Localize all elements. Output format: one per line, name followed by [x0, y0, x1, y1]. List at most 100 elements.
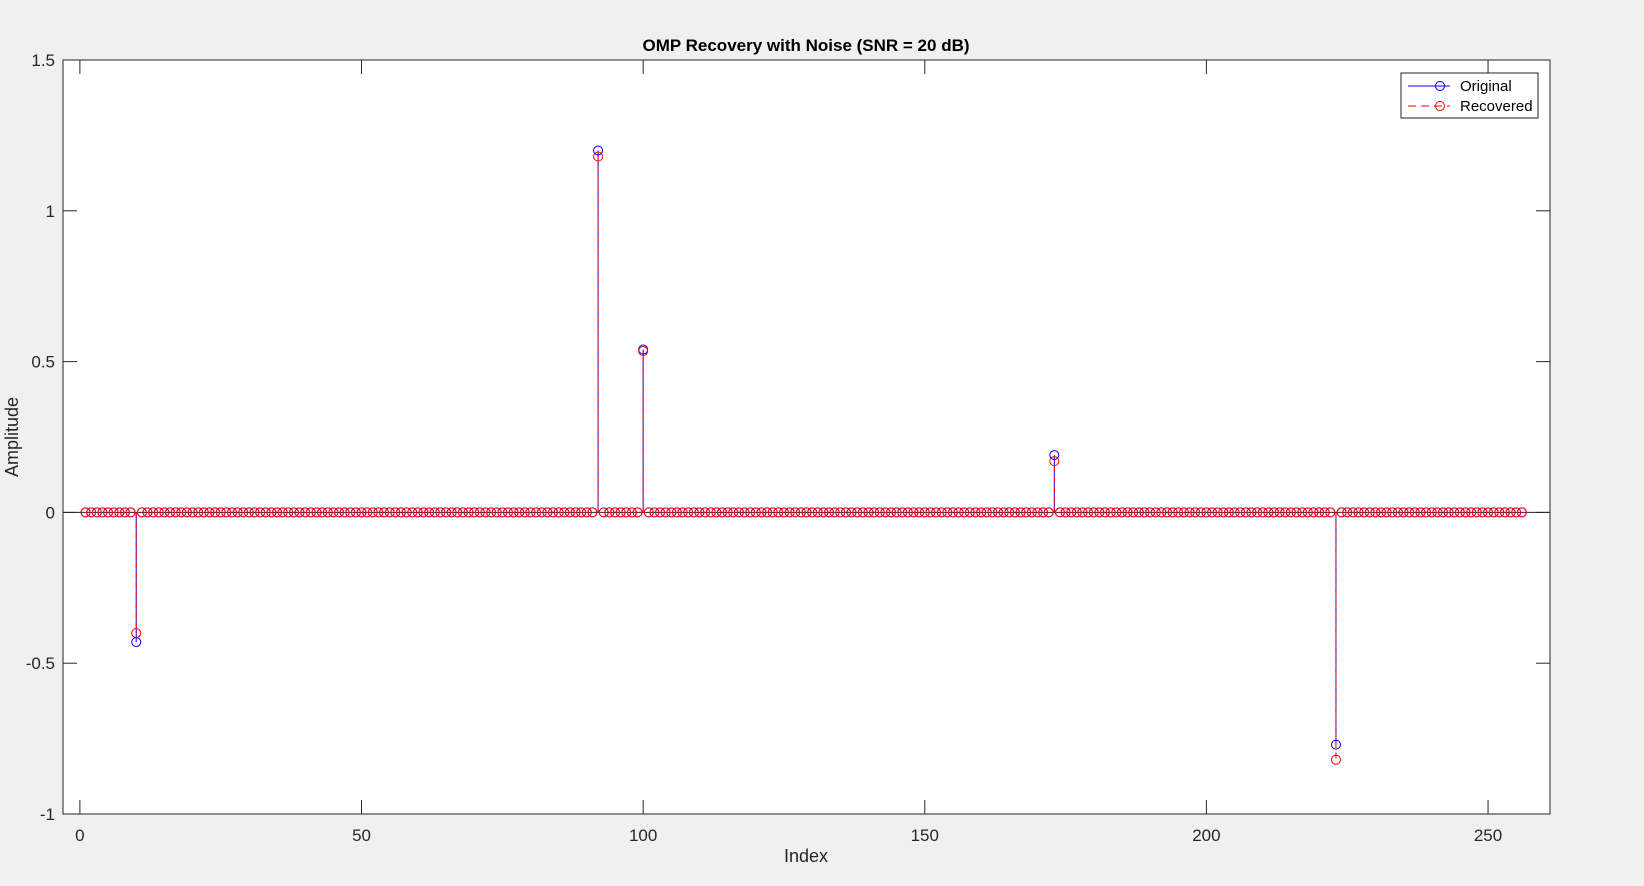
stem-marker-recovered — [869, 507, 880, 518]
stem-marker-recovered — [812, 507, 823, 518]
stem-marker-recovered — [824, 507, 835, 518]
stem-marker-recovered — [1302, 507, 1313, 518]
stem-marker-recovered — [880, 507, 891, 518]
stem-marker-recovered — [1347, 507, 1358, 518]
stem-marker-recovered — [970, 507, 981, 518]
stem-marker-recovered — [548, 507, 559, 518]
stem-marker-recovered — [1421, 507, 1432, 518]
stem-marker-recovered — [660, 507, 671, 518]
stem-marker-recovered — [1404, 507, 1415, 518]
stem-marker-recovered — [339, 507, 350, 518]
stem-marker-recovered — [525, 507, 536, 518]
stem-marker-recovered — [159, 507, 170, 518]
stem-marker-recovered — [407, 507, 418, 518]
stem-marker-recovered — [1021, 507, 1032, 518]
stem-marker-recovered — [1105, 507, 1116, 518]
stem-marker-recovered — [463, 507, 474, 518]
stem-marker-recovered — [210, 507, 221, 518]
stem-marker-recovered — [762, 507, 773, 518]
stem-marker-recovered — [1291, 507, 1302, 518]
stem-marker-recovered — [598, 507, 609, 518]
y-tick-label: 0 — [46, 503, 55, 522]
stem-marker-recovered — [1043, 507, 1054, 518]
stem-marker-recovered — [294, 507, 305, 518]
stem-marker-recovered — [1443, 507, 1454, 518]
stem-marker-recovered — [1392, 507, 1403, 518]
stem-marker-recovered — [469, 507, 480, 518]
stem-marker-recovered — [722, 507, 733, 518]
stem-marker-recovered — [576, 507, 587, 518]
stem-marker-recovered — [108, 507, 119, 518]
stem-marker-recovered — [717, 507, 728, 518]
stem-marker-recovered — [807, 507, 818, 518]
stem-marker-recovered — [1252, 507, 1263, 518]
stem-marker-recovered — [1071, 507, 1082, 518]
stem-marker-recovered — [187, 507, 198, 518]
stem-marker-recovered — [412, 507, 423, 518]
stem-marker-recovered — [750, 507, 761, 518]
stem-marker-recovered — [283, 507, 294, 518]
stem-marker-recovered — [1184, 507, 1195, 518]
stem-marker-recovered — [1145, 507, 1156, 518]
stem-marker-recovered — [700, 507, 711, 518]
stem-marker-recovered — [1223, 507, 1234, 518]
stem-marker-recovered — [784, 507, 795, 518]
axis-ticks: 0 50 100 150 200 250 -1 -0.5 0 0.5 1 1.5 — [26, 51, 1550, 845]
stem-marker-recovered — [1370, 507, 1381, 518]
stem-marker-recovered — [1314, 507, 1325, 518]
stem-marker-recovered — [1483, 507, 1494, 518]
stem-marker-recovered — [993, 507, 1004, 518]
stem-marker-recovered — [288, 507, 299, 518]
stem-marker-recovered — [1376, 507, 1387, 518]
stem-marker-recovered — [148, 507, 159, 518]
stem-marker-recovered — [767, 507, 778, 518]
legend[interactable]: Original Recovered — [1400, 72, 1539, 119]
stem-marker-recovered — [604, 507, 615, 518]
stem-marker-recovered — [486, 507, 497, 518]
stem-marker-recovered — [1156, 507, 1167, 518]
stem-marker-recovered — [694, 507, 705, 518]
stem-marker-recovered — [136, 507, 147, 518]
stem-marker-recovered — [559, 507, 570, 518]
stem-marker-recovered — [615, 507, 626, 518]
stem-marker-recovered — [1038, 507, 1049, 518]
stem-marker-recovered — [846, 507, 857, 518]
x-tick-label: 0 — [75, 826, 84, 845]
stem-marker-recovered — [181, 507, 192, 518]
stem-marker-recovered — [1054, 507, 1065, 518]
stem-marker-recovered — [1004, 507, 1015, 518]
stem-marker-recovered — [1100, 507, 1111, 518]
stem-marker-recovered — [835, 507, 846, 518]
stem-marker-recovered — [204, 507, 215, 518]
stem-marker-recovered — [373, 507, 384, 518]
stem-marker-recovered — [1218, 507, 1229, 518]
stem-marker-recovered — [1499, 507, 1510, 518]
stem-marker-recovered — [570, 507, 581, 518]
stem-marker-recovered — [1409, 507, 1420, 518]
stem-marker-recovered — [429, 507, 440, 518]
stem-marker-recovered — [238, 507, 249, 518]
stem-marker-recovered — [1229, 507, 1240, 518]
stem-marker-recovered — [1139, 507, 1150, 518]
stem-marker-recovered — [1325, 507, 1336, 518]
stem-marker-recovered — [1297, 507, 1308, 518]
stem-marker-recovered — [1454, 507, 1465, 518]
stem-marker-recovered — [176, 507, 187, 518]
stem-marker-recovered — [874, 507, 885, 518]
x-tick-label: 200 — [1192, 826, 1220, 845]
stem-marker-recovered — [1167, 507, 1178, 518]
stem-marker-recovered — [1336, 507, 1347, 518]
stem-marker-recovered — [1195, 507, 1206, 518]
stem-marker-recovered — [91, 507, 102, 518]
stem-marker-recovered — [919, 507, 930, 518]
stem-marker-recovered — [711, 507, 722, 518]
stem-marker-recovered — [1128, 507, 1139, 518]
legend-original-marker — [1435, 81, 1445, 91]
stem-marker-original — [593, 145, 604, 156]
stem-marker-recovered — [1285, 507, 1296, 518]
stem-marker-recovered — [457, 507, 468, 518]
stem-marker-recovered — [947, 507, 958, 518]
stem-marker-recovered — [829, 507, 840, 518]
stem-marker-recovered — [232, 507, 243, 518]
